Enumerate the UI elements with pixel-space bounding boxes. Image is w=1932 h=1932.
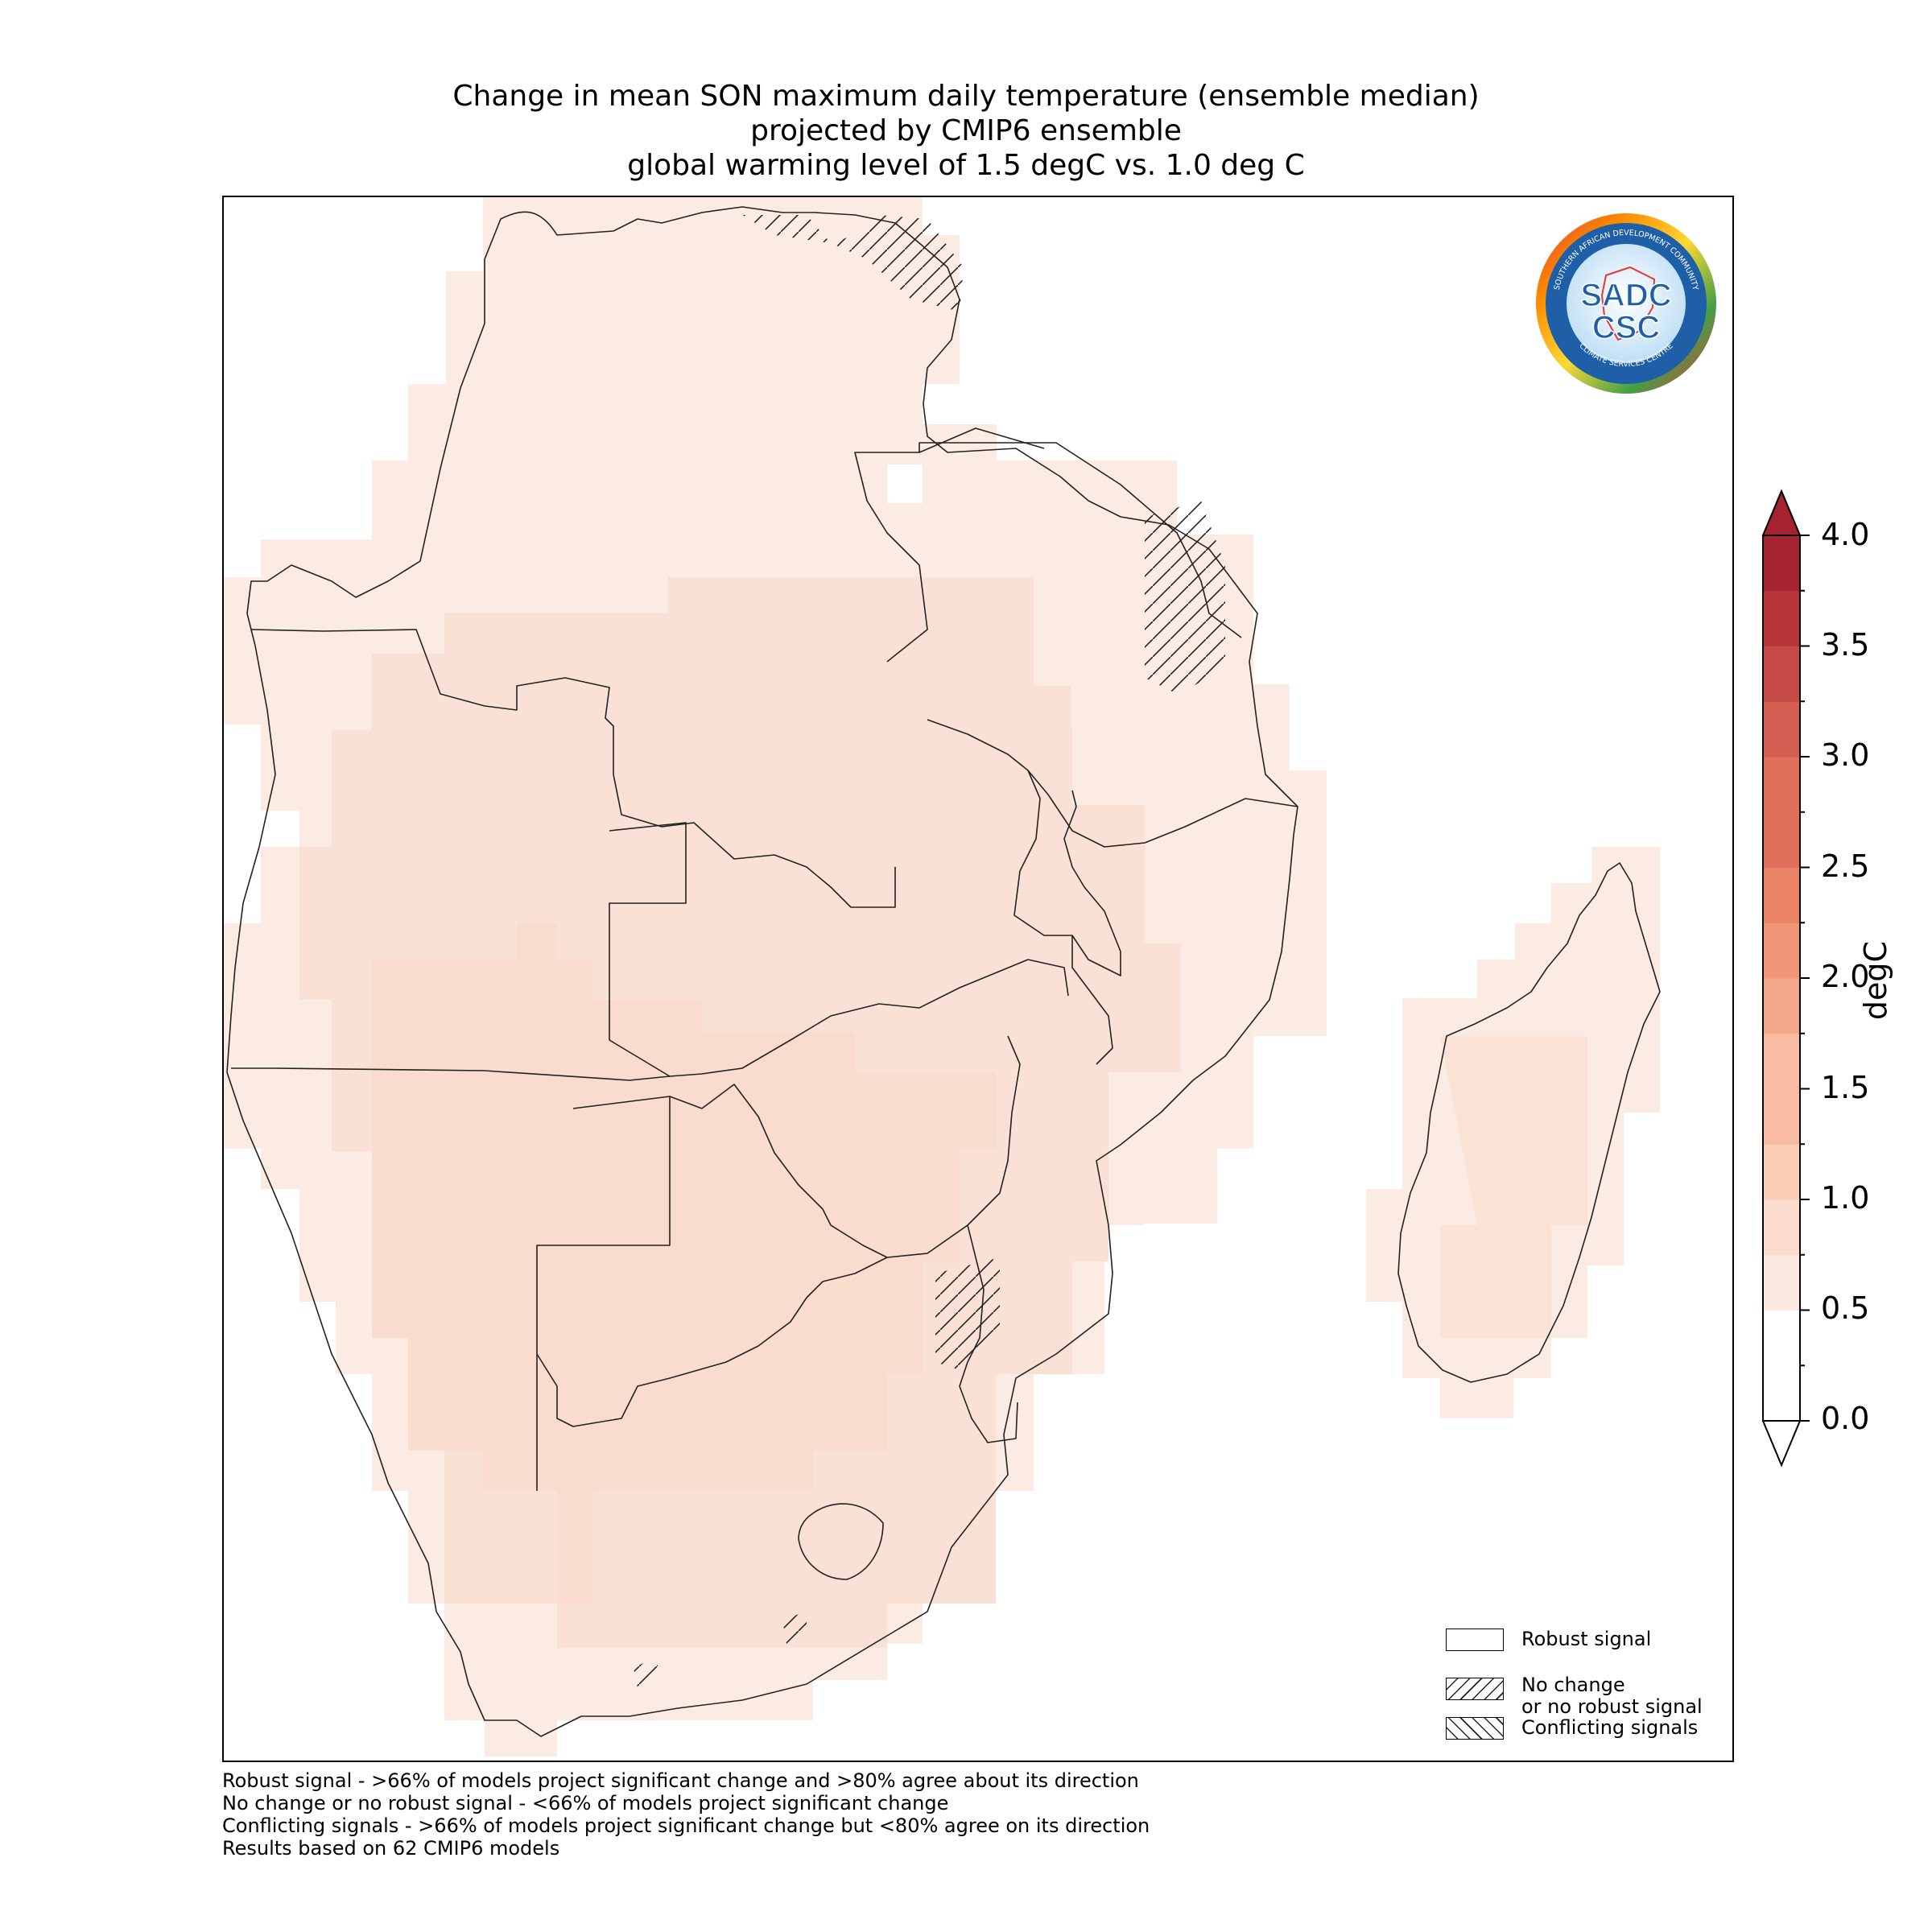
colorbar-tick-1-0: 1.0 — [1821, 1180, 1870, 1216]
border-drc-north — [250, 629, 896, 908]
colorbar-tick-4-0: 4.0 — [1821, 517, 1870, 552]
colorbar-cell — [1763, 1144, 1800, 1200]
colorbar-tick-0-0: 0.0 — [1821, 1401, 1870, 1436]
colorbar-cell — [1763, 535, 1800, 592]
coastline-madagascar — [1397, 862, 1661, 1383]
legend-no-change-text: No change or no robust signal — [1521, 1674, 1703, 1718]
colorbar-cell — [1763, 867, 1800, 923]
title-line-3: global warming level of 1.5 degC vs. 1.0… — [627, 149, 1305, 182]
legend-conflicting-label: Conflicting signals — [1521, 1716, 1699, 1739]
footnote-no-change: No change or no robust signal - <66% of … — [222, 1792, 949, 1814]
border-botswana-zim — [669, 1035, 1021, 1258]
footnote-conflicting: Conflicting signals - >66% of models pro… — [222, 1814, 1150, 1837]
colorbar-cell — [1763, 590, 1800, 646]
field-gap-lake — [887, 464, 923, 503]
legend-no-change-label-1: No change — [1521, 1674, 1625, 1696]
colorbar-unit-label: degC — [1858, 940, 1893, 1021]
legend-conflicting-swatch — [1446, 1717, 1504, 1740]
colorbar-tick-1-5: 1.5 — [1821, 1070, 1870, 1105]
legend-no-change-label-2: or no robust signal — [1521, 1695, 1703, 1718]
legend-robust-swatch — [1446, 1629, 1504, 1651]
border-south-africa-north — [536, 1257, 888, 1427]
legend-no-change-row: No change or no robust signal — [1446, 1674, 1703, 1718]
colorbar-cell — [1763, 757, 1800, 813]
colorbar-cell — [1763, 1199, 1800, 1256]
border-namibia-top — [231, 1067, 671, 1081]
title-line-1: Change in mean SON maximum daily tempera… — [452, 80, 1480, 113]
country-borders — [226, 206, 1661, 1737]
temperature-change-field — [224, 197, 1660, 1757]
field-east-low — [1034, 501, 1177, 726]
colorbar-cell — [1763, 923, 1800, 979]
colorbar-cell — [1763, 1254, 1800, 1311]
colorbar-cell — [1763, 811, 1800, 868]
border-lakes — [854, 427, 1045, 663]
field-madagascar-mid — [1440, 1036, 1587, 1338]
colorbar-extend-max — [1761, 489, 1802, 536]
border-tanzania-south — [927, 719, 1298, 848]
border-malawi — [1013, 770, 1121, 976]
title-line-2: projected by CMIP6 ensemble — [750, 114, 1182, 147]
hatch-no-robust-signal — [634, 215, 1225, 1688]
legend-robust-row: Robust signal — [1446, 1629, 1651, 1651]
colorbar-tick-2-5: 2.5 — [1821, 848, 1870, 884]
legend-conflicting-row: Conflicting signals — [1446, 1717, 1698, 1740]
border-zambia-east — [1071, 935, 1113, 1065]
colorbar-cell — [1763, 1033, 1800, 1089]
colorbar-cell — [1763, 1088, 1800, 1145]
logo-lower-text: CSC — [1592, 310, 1660, 345]
field-interior-high — [372, 923, 996, 1604]
colorbar-tick-3-5: 3.5 — [1821, 627, 1870, 663]
colorbar-cell — [1763, 646, 1800, 702]
colorbar-cell — [1763, 978, 1800, 1034]
colorbar — [1761, 489, 1810, 1468]
colorbar-cell — [1763, 1310, 1800, 1366]
coastline-africa — [226, 206, 1298, 1737]
border-namibia-botswana — [536, 1096, 671, 1491]
colorbar-cell — [1763, 701, 1800, 758]
logo-upper-text: SADC — [1580, 278, 1671, 313]
colorbar-extend-min — [1761, 1420, 1802, 1468]
colorbar-tick-2-0: 2.0 — [1821, 959, 1870, 994]
sadc-csc-logo: SADC CSC SOUTHERN AFRICAN DEVELOPMENT CO… — [1536, 213, 1716, 394]
legend-no-change-swatch — [1446, 1678, 1504, 1700]
map-canvas — [224, 197, 1661, 1757]
colorbar-tick-0-5: 0.5 — [1821, 1290, 1870, 1326]
footnote-model-count: Results based on 62 CMIP6 models — [222, 1837, 560, 1860]
map-panel — [222, 196, 1734, 1762]
colorbar-tick-3-0: 3.0 — [1821, 737, 1870, 773]
legend-robust-label: Robust signal — [1521, 1628, 1652, 1650]
colorbar-cell — [1763, 1365, 1800, 1422]
border-lesotho — [798, 1503, 884, 1580]
border-angola-zambia — [609, 822, 1069, 1077]
footnote-robust: Robust signal - >66% of models project s… — [222, 1769, 1139, 1792]
